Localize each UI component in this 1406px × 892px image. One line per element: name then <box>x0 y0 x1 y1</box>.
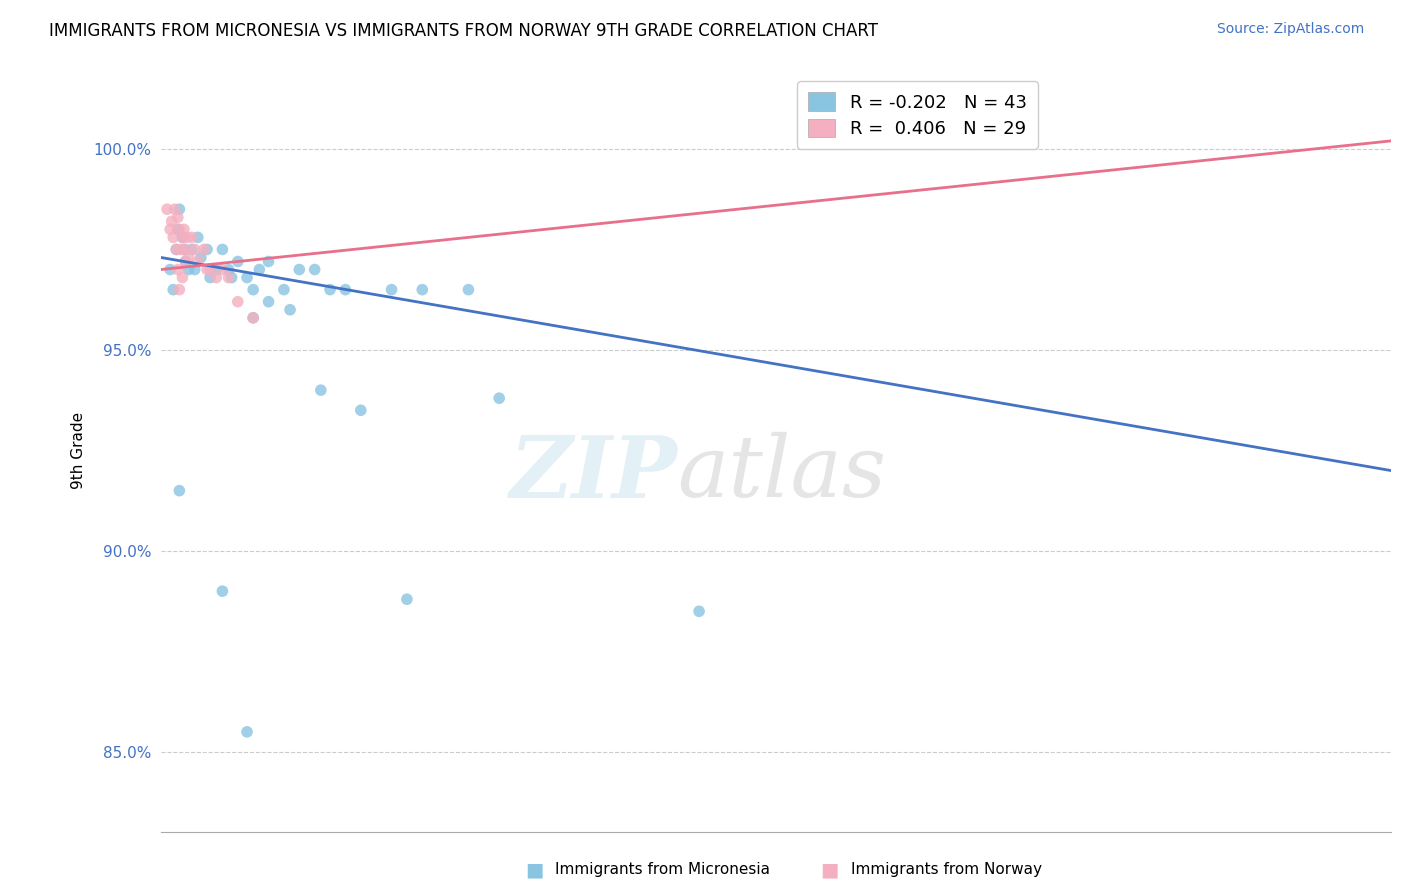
Point <box>273 283 295 297</box>
Legend: R = -0.202   N = 43, R =  0.406   N = 29: R = -0.202 N = 43, R = 0.406 N = 29 <box>797 81 1038 149</box>
Point <box>184 262 207 277</box>
Point <box>172 230 194 244</box>
Point <box>221 270 243 285</box>
Point <box>195 243 218 257</box>
Point <box>335 283 357 297</box>
Point <box>165 243 187 257</box>
Point <box>205 270 228 285</box>
Point <box>193 243 215 257</box>
Point <box>174 243 197 257</box>
Point <box>211 584 233 599</box>
Point <box>198 262 221 277</box>
Point <box>226 294 249 309</box>
Point <box>159 222 181 236</box>
Point <box>688 604 710 618</box>
Point <box>156 202 179 217</box>
Point <box>166 222 188 236</box>
Point <box>236 270 259 285</box>
Point <box>242 283 264 297</box>
Point <box>169 283 191 297</box>
Point <box>172 230 194 244</box>
Point <box>173 243 195 257</box>
Point <box>395 592 418 607</box>
Text: ZIP: ZIP <box>509 432 678 515</box>
Point <box>218 262 240 277</box>
Point <box>247 262 270 277</box>
Point <box>190 251 212 265</box>
Point <box>187 254 209 268</box>
Point <box>160 214 183 228</box>
Point <box>218 270 240 285</box>
Point <box>211 262 233 277</box>
Text: Immigrants from Norway: Immigrants from Norway <box>851 863 1042 877</box>
Point <box>169 483 191 498</box>
Point <box>288 262 311 277</box>
Point <box>198 270 221 285</box>
Point <box>172 270 194 285</box>
Point <box>170 243 193 257</box>
Text: ■: ■ <box>820 860 839 880</box>
Point <box>162 230 184 244</box>
Point <box>257 254 280 268</box>
Text: IMMIGRANTS FROM MICRONESIA VS IMMIGRANTS FROM NORWAY 9TH GRADE CORRELATION CHART: IMMIGRANTS FROM MICRONESIA VS IMMIGRANTS… <box>49 22 879 40</box>
Point <box>180 230 202 244</box>
Point <box>319 283 342 297</box>
Point <box>304 262 326 277</box>
Point <box>257 294 280 309</box>
Point <box>226 254 249 268</box>
Point <box>195 262 218 277</box>
Text: Immigrants from Micronesia: Immigrants from Micronesia <box>555 863 770 877</box>
Point <box>380 283 402 297</box>
Point <box>173 222 195 236</box>
Point <box>166 262 188 277</box>
Point <box>187 230 209 244</box>
Point <box>174 254 197 268</box>
Point <box>236 725 259 739</box>
Point <box>165 243 187 257</box>
Point <box>177 262 200 277</box>
Point <box>350 403 373 417</box>
Point <box>278 302 301 317</box>
Text: atlas: atlas <box>678 432 887 515</box>
Point <box>169 222 191 236</box>
Point <box>163 202 186 217</box>
Point <box>184 243 207 257</box>
Point <box>242 310 264 325</box>
Point <box>211 243 233 257</box>
Point <box>205 262 228 277</box>
Text: Source: ZipAtlas.com: Source: ZipAtlas.com <box>1216 22 1364 37</box>
Point <box>242 310 264 325</box>
Point <box>169 202 191 217</box>
Point <box>309 383 332 397</box>
Point <box>488 391 510 405</box>
Point <box>174 254 197 268</box>
Point <box>177 251 200 265</box>
Point <box>166 211 188 225</box>
Point <box>159 262 181 277</box>
Y-axis label: 9th Grade: 9th Grade <box>72 412 86 489</box>
Point <box>162 283 184 297</box>
Point <box>176 230 198 244</box>
Text: ■: ■ <box>524 860 544 880</box>
Point <box>411 283 433 297</box>
Point <box>457 283 479 297</box>
Point <box>180 243 202 257</box>
